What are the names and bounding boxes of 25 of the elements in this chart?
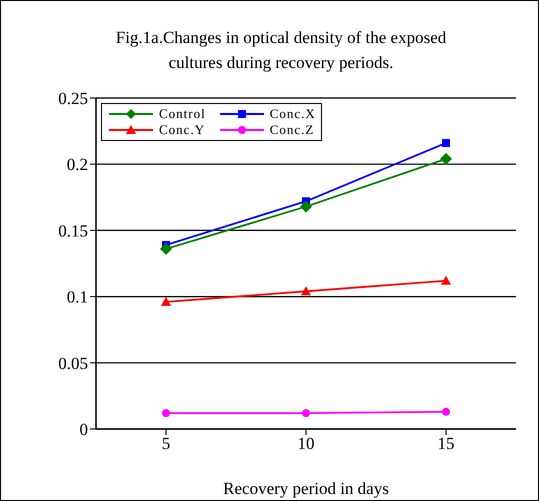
x-tick-label: 15	[438, 434, 454, 454]
y-tick-label: 0	[80, 420, 88, 440]
point	[300, 200, 312, 213]
point	[440, 152, 452, 165]
y-tick-label: 0.2	[66, 155, 88, 174]
point	[442, 408, 450, 416]
point	[301, 286, 311, 296]
chart-title: Fig.1a.Changes in optical density of the exposed cultures during recovery periods.	[114, 27, 448, 74]
legend-label: Control	[159, 106, 206, 122]
legend-label: Conc.X	[270, 106, 316, 122]
point	[442, 139, 450, 148]
y-tick-label: 0.15	[58, 221, 88, 240]
point	[160, 242, 172, 255]
point	[162, 409, 170, 418]
x-tick-label: 10	[298, 434, 314, 454]
legend-label: Conc.Y	[159, 122, 206, 138]
x-tick-label: 5	[162, 434, 170, 454]
y-tick-label: 0.05	[58, 354, 88, 373]
point	[161, 296, 171, 306]
x-axis-title: Recovery period in days	[223, 479, 389, 498]
y-tick-label: 0.1	[66, 288, 88, 307]
y-tick-label: 0.25	[58, 89, 88, 108]
legend-label: Conc.Z	[270, 122, 314, 138]
point	[441, 276, 451, 285]
point	[302, 409, 310, 418]
